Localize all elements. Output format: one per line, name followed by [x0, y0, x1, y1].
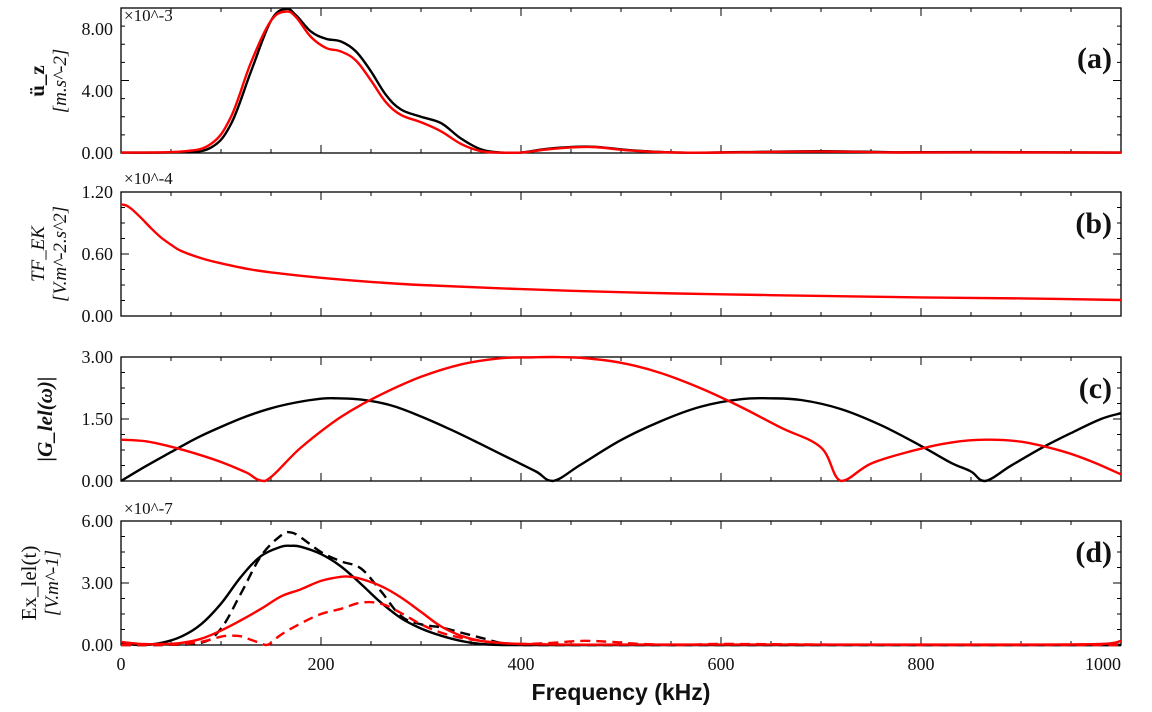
y-multiplier: ×10^-4 [124, 169, 173, 188]
panel-c-lines [120, 355, 1122, 483]
panel-label: (c) [1079, 372, 1112, 405]
panel-a-ticks [120, 7, 1122, 154]
panel-a: 0.00 4.00 8.00 ×10^-3 (a) ü_z [m.s^-2] [25, 6, 1122, 163]
panel-b-lines [120, 203, 1122, 302]
panel-a-lines [120, 7, 1122, 155]
panel-a-frame [120, 7, 1122, 154]
y-axis-label: TF_EK [28, 225, 49, 282]
panel-c-ticks [120, 356, 1122, 482]
panel-d-ticks [120, 520, 1122, 646]
ytick-label: 0.60 [82, 244, 114, 264]
y-axis-unit: [m.s^-2] [50, 49, 71, 114]
y-axis-label: ü_z [25, 65, 49, 97]
ytick-label: 0.00 [82, 143, 114, 163]
xtick-label: 1000 [1085, 654, 1121, 674]
ytick-label: 1.20 [82, 182, 114, 202]
y-multiplier: ×10^-7 [124, 499, 173, 518]
xtick-label: 600 [708, 654, 735, 674]
y-axis-unit: [V.m^-1] [42, 550, 63, 616]
panel-c-frame [120, 356, 1122, 482]
ytick-label: 1.50 [82, 409, 114, 429]
series-line-black-solid [120, 396, 1122, 483]
panel-b: 0.00 0.60 1.20 ×10^-4 (b) TF_EK [V.m^-2.… [28, 169, 1122, 326]
ytick-label: 8.00 [82, 19, 114, 39]
panel-d: 0.00 3.00 6.00 ×10^-7 (d) Ex_lel(t) [V.m… [17, 499, 1122, 705]
y-axis-label: Ex_lel(t) [17, 546, 41, 621]
x-axis-label: Frequency (kHz) [532, 679, 711, 705]
ytick-label: 4.00 [82, 81, 114, 101]
panel-label: (d) [1075, 536, 1112, 569]
series-line-red-solid [120, 10, 1122, 155]
panel-label: (a) [1077, 42, 1112, 75]
series-line-black-dashed [121, 530, 1121, 647]
ytick-label: 3.00 [82, 573, 114, 593]
panel-c: 0.00 1.50 3.00 (c) |G_lel(ω)| [33, 347, 1122, 491]
y-axis-unit: [V.m^-2.s^2] [50, 206, 71, 302]
ytick-label: 0.00 [82, 306, 114, 326]
panel-d-frame [120, 520, 1122, 646]
xtick-label: 400 [508, 654, 535, 674]
xtick-label: 0 [117, 654, 126, 674]
series-line-black-solid [120, 544, 1121, 647]
y-axis-label: |G_lel(ω)| [33, 376, 57, 461]
panel-b-ticks [120, 191, 1122, 317]
series-line-red-solid [120, 575, 1122, 646]
ytick-label: 3.00 [82, 347, 114, 367]
xtick-label: 800 [908, 654, 935, 674]
panel-label: (b) [1075, 207, 1112, 240]
ytick-label: 0.00 [82, 635, 114, 655]
ytick-label: 0.00 [82, 471, 114, 491]
series-line-red-solid [120, 355, 1122, 483]
ytick-label: 6.00 [82, 511, 114, 531]
xtick-label: 200 [308, 654, 335, 674]
series-line-red-solid [120, 203, 1122, 302]
series-line-black-solid [120, 7, 1122, 155]
panel-d-lines [120, 530, 1122, 647]
y-multiplier: ×10^-3 [124, 6, 173, 25]
series-line-red-dashed [121, 600, 1121, 647]
